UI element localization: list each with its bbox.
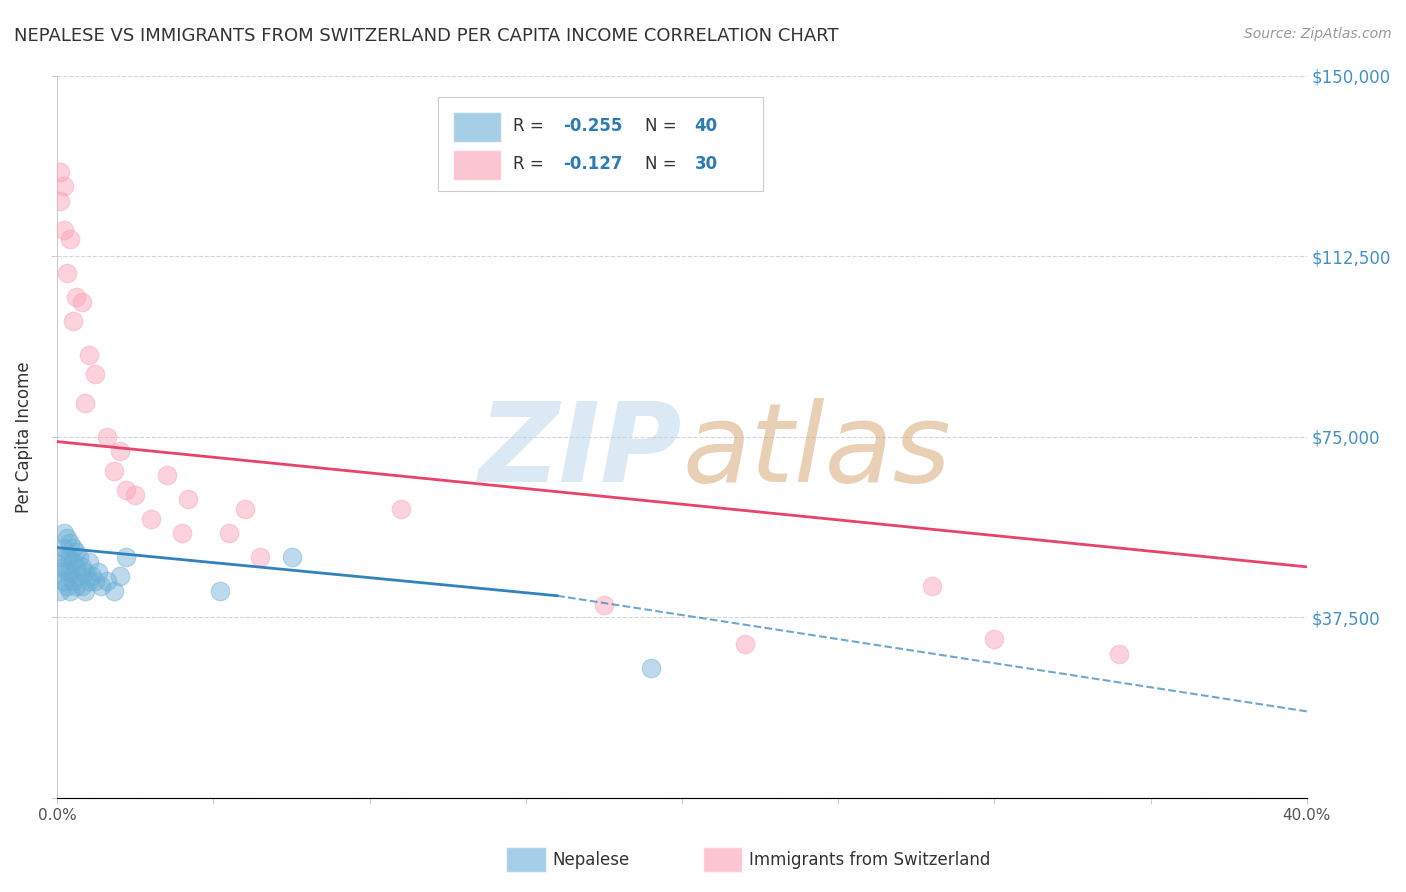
Text: 40: 40 [695, 117, 717, 135]
Point [49, 565, 72, 579]
Text: ZIP: ZIP [478, 398, 682, 505]
Point [55, 550, 77, 565]
Point [640, 661, 662, 675]
Point [59, 232, 82, 246]
Point [65, 545, 87, 559]
Point [59, 535, 82, 549]
Point [65, 290, 87, 304]
Point [62, 555, 84, 569]
Point [67, 550, 90, 565]
Text: R =: R = [513, 155, 554, 173]
Point [208, 583, 231, 598]
Point [59, 550, 82, 565]
Point [75, 583, 97, 598]
FancyBboxPatch shape [439, 97, 763, 191]
Point [65, 579, 87, 593]
Point [59, 565, 82, 579]
Point [593, 599, 616, 613]
Point [72, 559, 94, 574]
Text: atlas: atlas [682, 398, 950, 505]
Point [55, 266, 77, 280]
Point [80, 569, 103, 583]
Point [55, 531, 77, 545]
Point [67, 569, 90, 583]
Point [75, 565, 97, 579]
Text: R =: R = [513, 117, 550, 135]
Point [249, 550, 271, 565]
Point [52, 222, 75, 236]
Point [218, 526, 240, 541]
Point [139, 511, 162, 525]
Point [59, 583, 82, 598]
Text: -0.127: -0.127 [564, 155, 623, 173]
Text: NEPALESE VS IMMIGRANTS FROM SWITZERLAND PER CAPITA INCOME CORRELATION CHART: NEPALESE VS IMMIGRANTS FROM SWITZERLAND … [14, 27, 839, 45]
Point [55, 565, 77, 579]
Point [83, 574, 105, 589]
Point [52, 574, 75, 589]
Point [52, 559, 75, 574]
Point [177, 492, 200, 507]
Point [108, 444, 131, 458]
Point [77, 348, 100, 362]
Point [49, 194, 72, 208]
Text: N =: N = [644, 117, 682, 135]
Text: 30: 30 [695, 155, 717, 173]
Text: N =: N = [644, 155, 682, 173]
Point [55, 579, 77, 593]
Text: Immigrants from Switzerland: Immigrants from Switzerland [749, 851, 991, 869]
Point [280, 550, 302, 565]
Point [172, 526, 194, 541]
Point [62, 541, 84, 555]
Point [96, 574, 118, 589]
Point [115, 483, 138, 497]
Point [62, 314, 84, 328]
Point [77, 555, 100, 569]
Point [156, 468, 179, 483]
Point [52, 541, 75, 555]
Point [49, 550, 72, 565]
Point [124, 487, 146, 501]
FancyBboxPatch shape [453, 112, 501, 142]
Point [1108, 647, 1130, 661]
Point [921, 579, 943, 593]
Point [83, 367, 105, 381]
Point [65, 559, 87, 574]
Text: Nepalese: Nepalese [553, 851, 630, 869]
Point [389, 502, 412, 516]
Point [75, 396, 97, 410]
Point [49, 583, 72, 598]
Point [96, 430, 118, 444]
Point [233, 502, 256, 516]
Point [52, 179, 75, 194]
Point [734, 637, 756, 651]
Point [77, 574, 100, 589]
Text: -0.255: -0.255 [564, 117, 623, 135]
Point [72, 294, 94, 309]
Point [103, 583, 125, 598]
Y-axis label: Per Capita Income: Per Capita Income [15, 361, 32, 513]
Point [983, 632, 1005, 646]
Point [87, 565, 110, 579]
Point [72, 579, 94, 593]
Point [62, 574, 84, 589]
FancyBboxPatch shape [453, 150, 501, 180]
Point [115, 550, 138, 565]
Point [90, 579, 112, 593]
Text: Source: ZipAtlas.com: Source: ZipAtlas.com [1244, 27, 1392, 41]
Point [49, 165, 72, 179]
Point [52, 526, 75, 541]
Point [103, 463, 125, 477]
Point [108, 569, 131, 583]
